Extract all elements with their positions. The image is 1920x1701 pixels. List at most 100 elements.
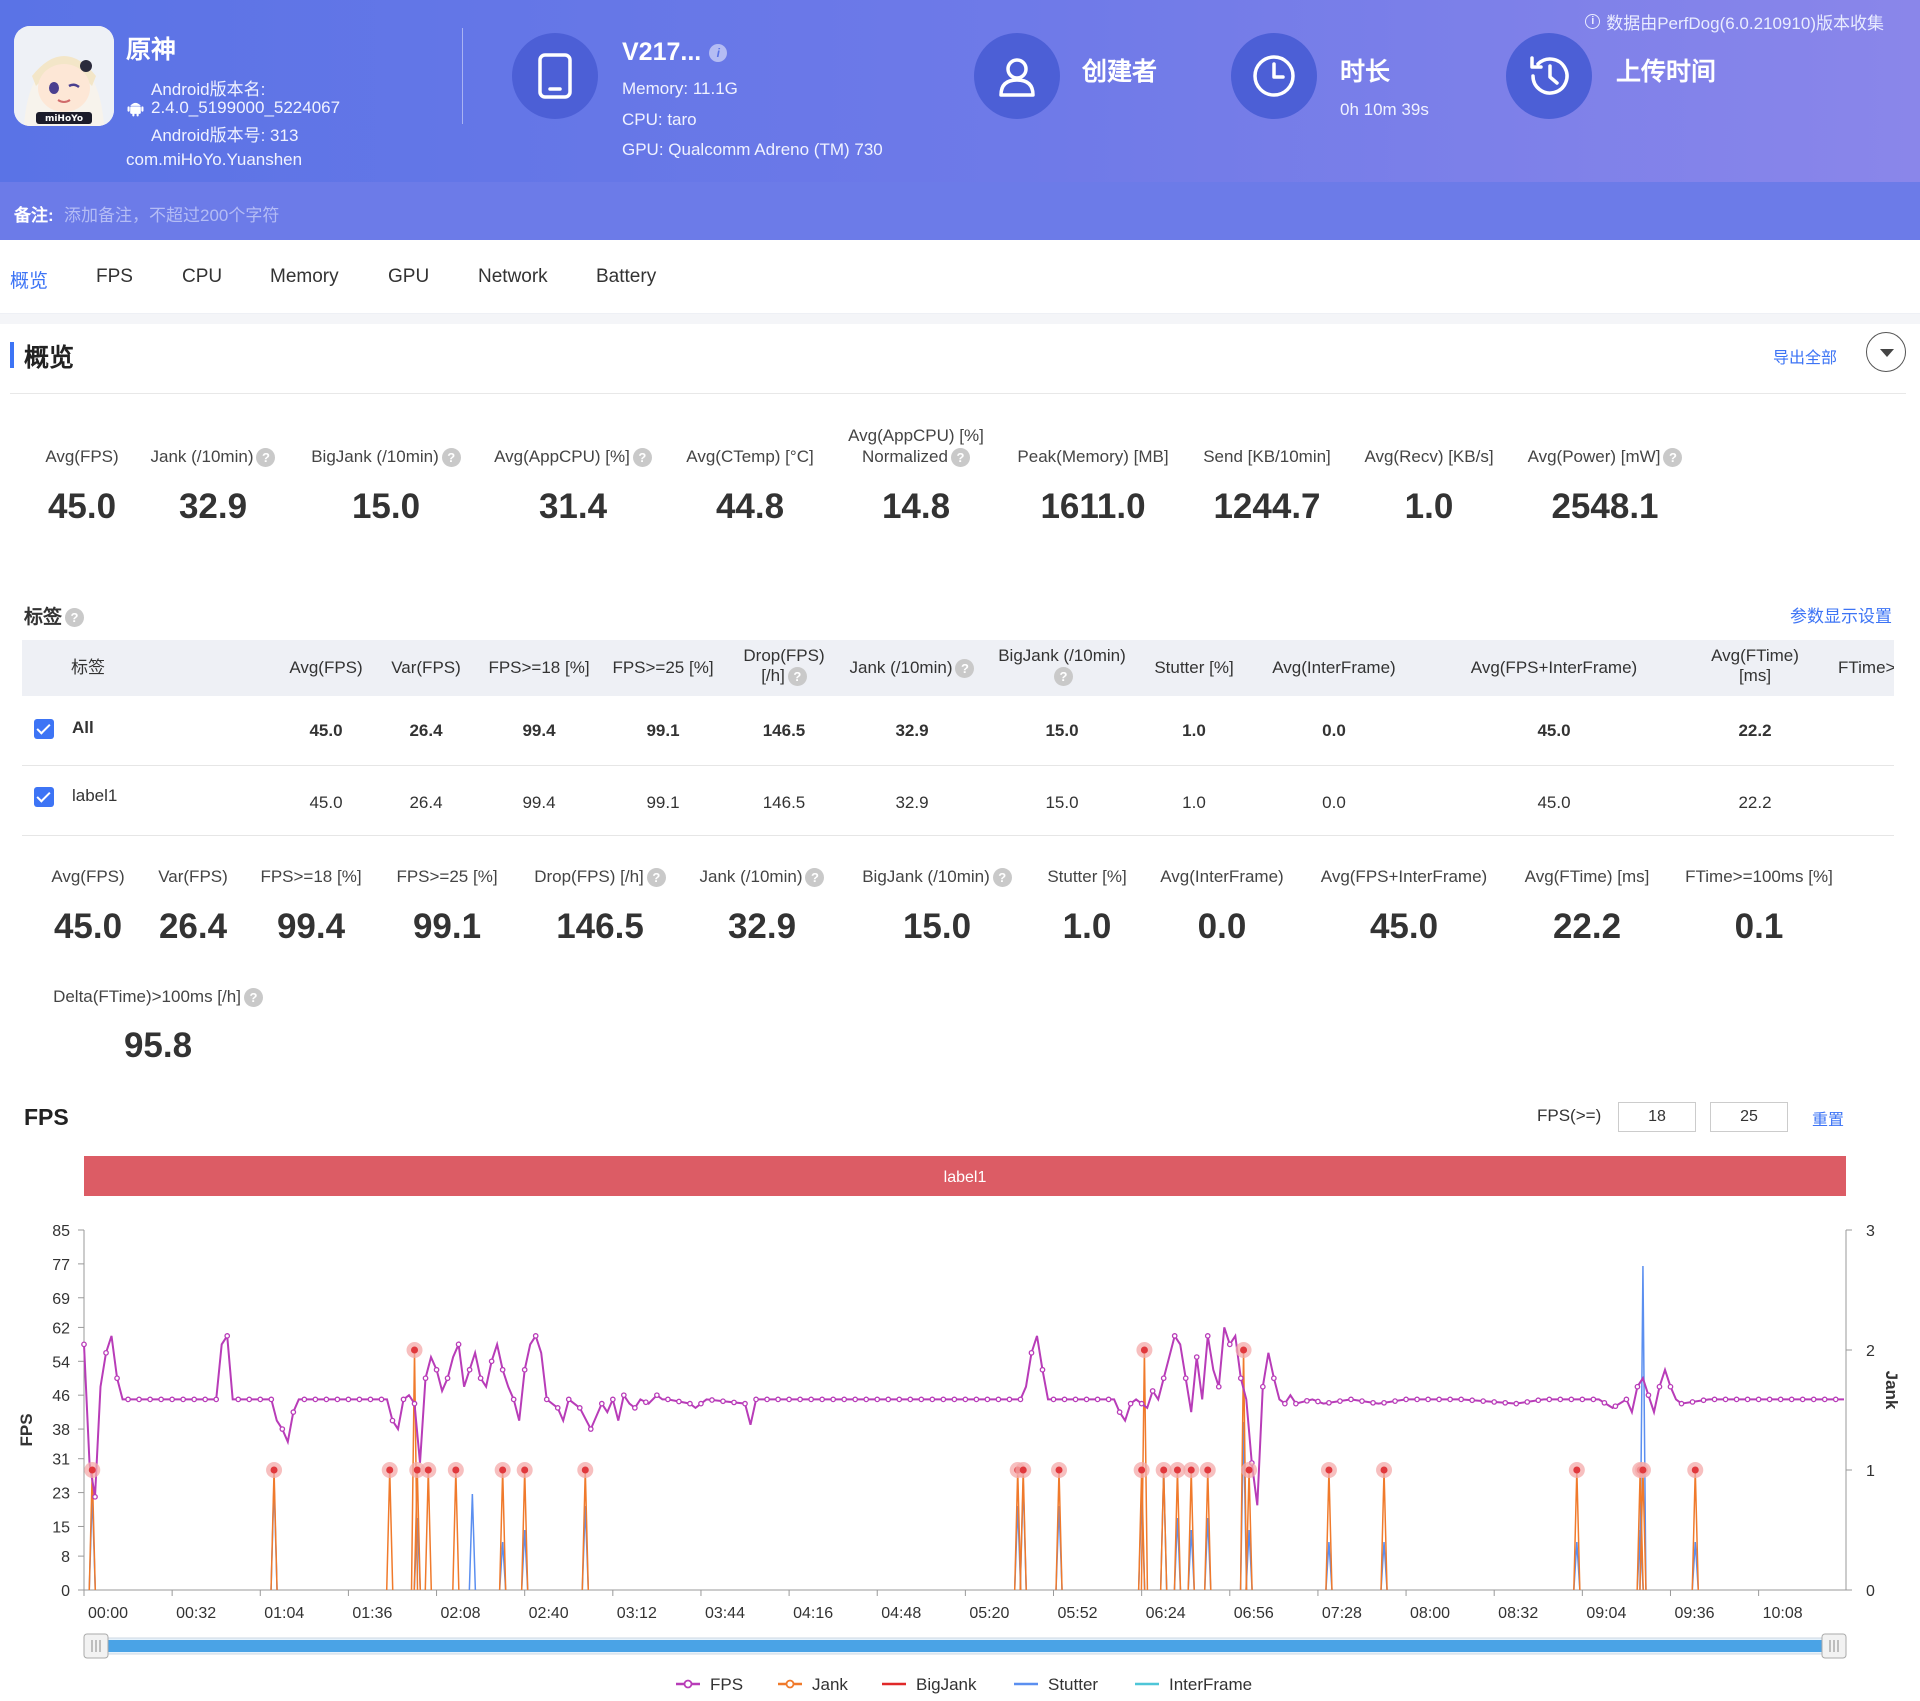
help-icon[interactable]: ?	[646, 868, 666, 888]
metric-value: 1611.0	[1040, 487, 1146, 526]
remark-bar: 备注: 添加备注，不超过200个字符	[0, 182, 1920, 240]
table-cell: 99.4	[522, 793, 556, 812]
row-checkbox[interactable]	[34, 787, 54, 807]
help-icon[interactable]: ?	[65, 608, 85, 628]
fps-point	[510, 1396, 517, 1403]
y-tick-label: 46	[52, 1388, 70, 1405]
jank-spike	[1325, 1469, 1333, 1591]
help-icon[interactable]: ?	[441, 448, 461, 468]
help-icon[interactable]: ?	[1054, 667, 1073, 687]
table-column-header: Avg(InterFrame)	[1234, 658, 1434, 678]
fps-point	[136, 1396, 142, 1403]
fps-point	[1017, 1396, 1024, 1403]
help-icon[interactable]: ?	[805, 868, 825, 888]
legend-item-fps[interactable]: FPS	[676, 1675, 743, 1694]
fps-point	[753, 1396, 759, 1403]
fps-point	[1271, 1375, 1277, 1382]
fps-point	[1083, 1396, 1090, 1403]
y-tick-label: 69	[52, 1291, 70, 1308]
legend-item-jank[interactable]: Jank	[778, 1675, 848, 1694]
device-info-icon[interactable]: i	[709, 44, 728, 63]
help-icon[interactable]: ?	[256, 448, 276, 468]
fps-point	[103, 1349, 109, 1356]
creator-icon-circle	[974, 33, 1060, 119]
fps-threshold-input-2[interactable]: 25	[1710, 1102, 1788, 1132]
table-cell: 32.9	[895, 793, 929, 812]
fps-point	[1293, 1400, 1299, 1407]
x-tick-label: 01:04	[264, 1605, 304, 1622]
device-icon-circle	[512, 33, 598, 119]
fps-point	[1513, 1400, 1520, 1407]
fps-point	[709, 1397, 715, 1403]
fps-metric-value: 146.5	[556, 907, 644, 946]
fps-threshold-input-1[interactable]: 18	[1618, 1102, 1696, 1132]
table-row[interactable]: All 45.0 26.4 99.4 99.1 146.5 32.9 15.0 1.0 0.0 45…	[22, 696, 1894, 766]
table-row[interactable]: label1 45.0 26.4 99.4 99.1 146.5 32.9 15.0 1.0 0.…	[22, 766, 1894, 836]
tab-cpu[interactable]: CPU	[182, 266, 223, 287]
help-icon[interactable]: ?	[992, 868, 1012, 888]
table-cell: 1.0	[1182, 721, 1206, 740]
help-icon[interactable]: ?	[787, 667, 807, 687]
y2-tick-label: 1	[1866, 1463, 1875, 1480]
x-tick-label: 04:48	[881, 1605, 921, 1622]
table-cell: 45.0	[1537, 793, 1571, 812]
fps-chart[interactable]: label108152331384654626977850123FPSJank0…	[0, 1150, 1920, 1701]
jank-marker	[1245, 1466, 1253, 1474]
legend-item-bigjank[interactable]: BigJank	[882, 1675, 977, 1694]
user-icon	[999, 58, 1035, 97]
label-band[interactable]	[84, 1156, 1846, 1196]
legend-item-interframe[interactable]: InterFrame	[1135, 1675, 1252, 1694]
zoom-range[interactable]	[96, 1640, 1834, 1652]
fps-metric-value: 0.0	[1197, 907, 1247, 946]
table-cell: 0.0	[1322, 793, 1346, 812]
table-cell: 45.0	[1537, 721, 1571, 740]
tab-memory[interactable]: Memory	[270, 266, 339, 287]
fps-point	[1744, 1396, 1751, 1403]
fps-point	[532, 1333, 539, 1339]
help-icon[interactable]: ?	[632, 448, 652, 468]
fps-point	[1193, 1354, 1200, 1360]
help-icon[interactable]: ?	[1663, 448, 1683, 468]
remark-input[interactable]: 添加备注，不超过200个字符	[64, 206, 280, 225]
tab-overview[interactable]: 概览	[10, 271, 49, 292]
stutter-spike	[468, 1493, 477, 1591]
row-checkbox[interactable]	[34, 719, 54, 739]
metric-value: 2548.1	[1551, 487, 1659, 526]
fps-point	[114, 1375, 120, 1382]
legend-item-stutter[interactable]: Stutter	[1014, 1675, 1098, 1694]
table-column-header-text: Drop(FPS)	[743, 646, 825, 665]
export-all-button[interactable]: 导出全部	[1773, 350, 1838, 367]
y-axis-label: FPS	[17, 1413, 36, 1446]
fps-point	[290, 1409, 297, 1415]
table-column-header: Drop(FPS) [/h]?	[684, 646, 884, 687]
y-tick-label: 31	[52, 1452, 70, 1469]
help-icon[interactable]: ?	[955, 659, 975, 679]
fps-point	[191, 1396, 198, 1403]
fps-point	[466, 1366, 473, 1373]
fps-metric-label-text: Avg(FPS)	[51, 867, 125, 886]
collapse-button[interactable]	[1866, 332, 1906, 372]
param-settings-link[interactable]: 参数显示设置	[1790, 607, 1892, 626]
fps-point	[620, 1392, 627, 1399]
tab-gpu[interactable]: GPU	[388, 266, 430, 287]
fps-point	[1667, 1383, 1674, 1390]
tab-fps[interactable]: FPS	[96, 266, 133, 287]
tab-battery[interactable]: Battery	[596, 266, 657, 287]
fps-point	[995, 1396, 1002, 1403]
reset-button[interactable]: 重置	[1812, 1112, 1845, 1129]
tab-network[interactable]: Network	[478, 266, 548, 287]
table-column-header-text: Stutter [%]	[1154, 658, 1234, 677]
fps-point	[1326, 1399, 1332, 1406]
metric-label-text: Avg(AppCPU) [%]	[494, 447, 630, 466]
table-cell: 15.0	[1045, 793, 1079, 812]
fps-point	[1282, 1400, 1288, 1407]
device-memory: Memory: 11.1G	[622, 79, 738, 98]
help-icon[interactable]: ?	[950, 448, 970, 468]
x-tick-label: 01:36	[352, 1605, 392, 1622]
fps-point	[797, 1396, 803, 1403]
version-name-label: Android版本名:	[151, 80, 266, 99]
fps-point	[257, 1396, 264, 1403]
metric-label-text: Peak(Memory) [MB]	[1017, 447, 1169, 466]
help-icon[interactable]: ?	[243, 988, 263, 1008]
fps-metric-label-text: FTime>=100ms [%]	[1685, 867, 1833, 886]
